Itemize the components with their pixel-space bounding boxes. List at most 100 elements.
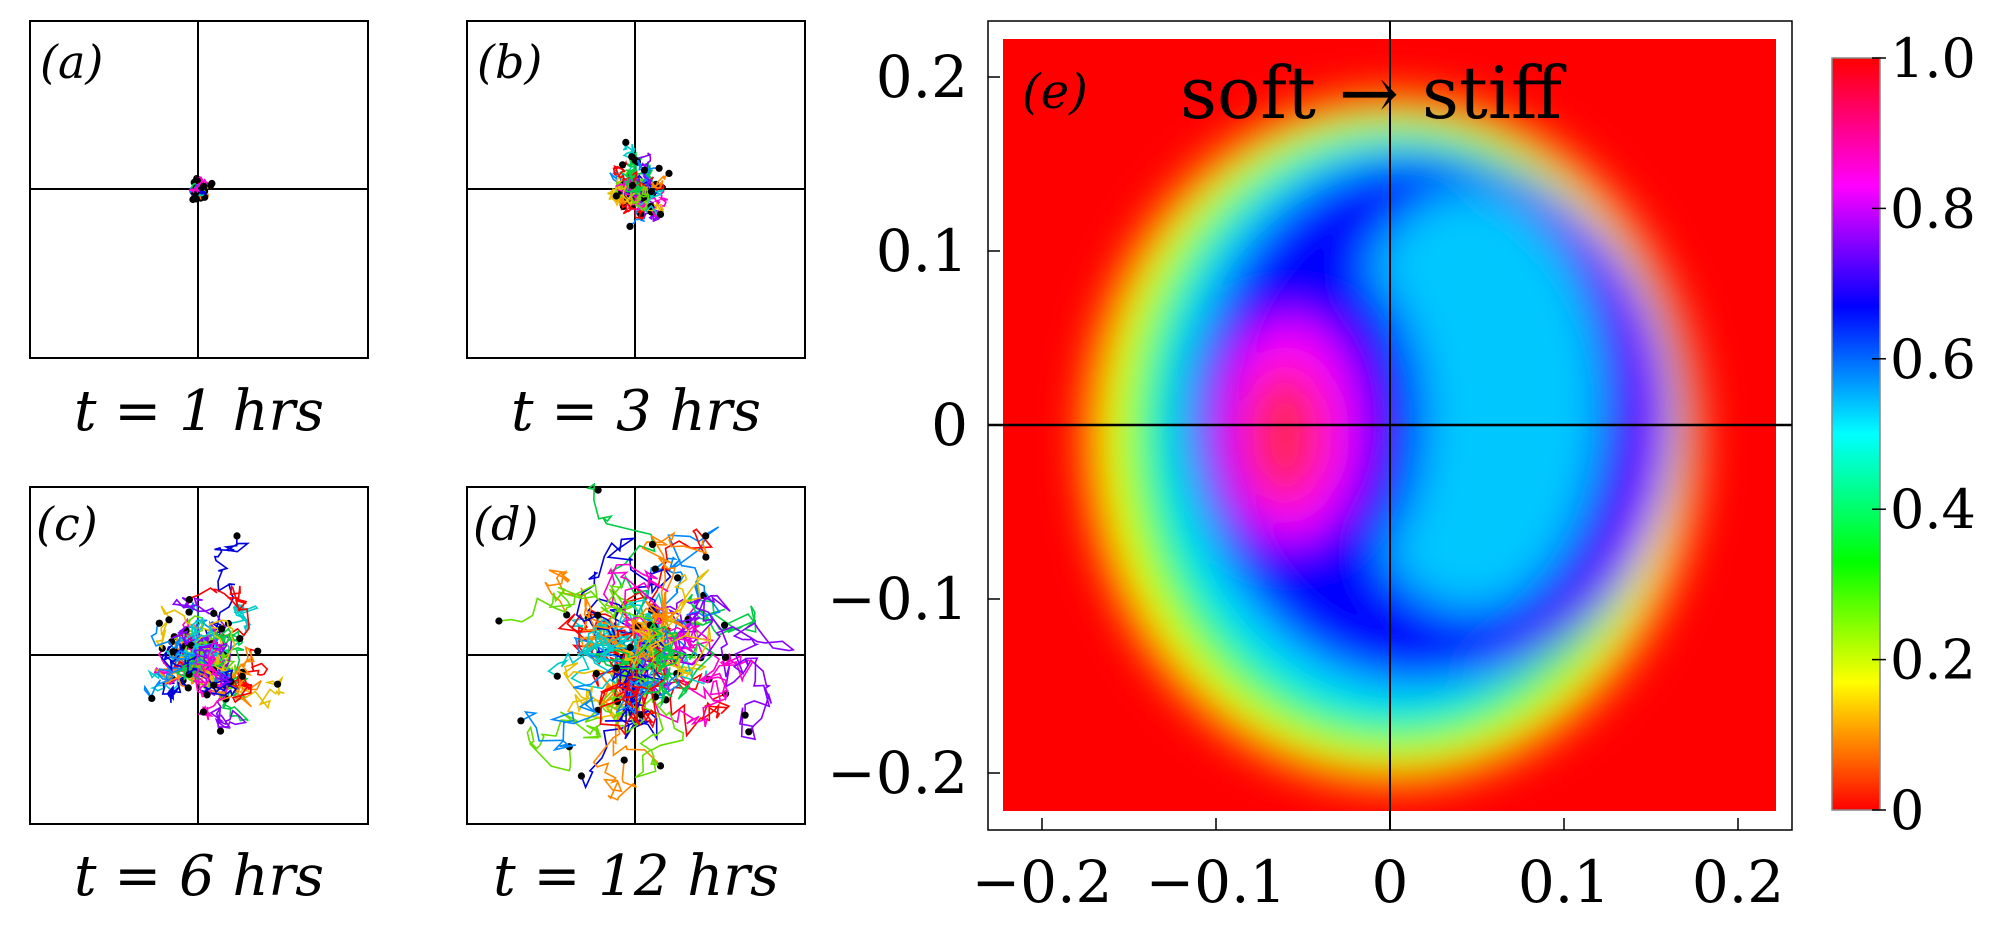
trajectory-endpoint	[165, 616, 173, 624]
trajectory-endpoint	[192, 195, 200, 203]
y-tick-label: −0.1	[827, 565, 968, 633]
heatmap-layers	[1087, 98, 1697, 782]
trajectory-endpoint	[236, 635, 244, 643]
trajectory-endpoint	[741, 711, 749, 719]
trajectory-path	[630, 652, 685, 779]
trajectory-endpoint	[745, 728, 753, 736]
trajectory-endpoint	[612, 664, 621, 672]
trajectory-path	[635, 622, 796, 716]
colorbar-tick-label: 1.0	[1890, 27, 1976, 90]
colorbar-ticks: 0 0.2 0.4 0.6 0.8 1.0	[1872, 27, 1976, 842]
trajectory-endpoint	[254, 647, 262, 655]
trajectory-endpoint	[619, 161, 627, 169]
panel-b-trajectories	[607, 138, 673, 230]
panel-b-label: (b)	[477, 35, 542, 89]
panel-e: −0.2 −0.1 0 0.1 0.2 −0.2 −0.1 0 0.1 0.2 (e) soft …	[827, 20, 1793, 916]
trajectory-path	[171, 596, 233, 677]
trajectory-endpoint	[207, 181, 215, 189]
x-tick-label: 0.2	[1692, 848, 1784, 916]
trajectory-path	[616, 622, 682, 708]
x-tick-label: 0	[1372, 848, 1409, 916]
trajectory-endpoint	[721, 653, 730, 662]
colorbar-tick-label: 0.6	[1890, 328, 1976, 391]
trajectory-endpoint	[577, 772, 586, 780]
trajectory-endpoint	[210, 609, 218, 618]
trajectory-path	[498, 583, 660, 657]
trajectory-endpoint	[647, 188, 656, 196]
trajectory-endpoint	[218, 625, 226, 633]
panel-a-label: (a)	[40, 35, 103, 89]
trajectory-endpoint	[200, 182, 208, 190]
trajectory-path	[599, 626, 666, 737]
trajectory-endpoint	[665, 169, 673, 177]
trajectory-endpoint	[656, 210, 665, 218]
panel-e-label: (e)	[1022, 64, 1088, 120]
trajectory-endpoint	[185, 596, 193, 604]
trajectory-path	[544, 569, 637, 657]
trajectory-endpoint	[594, 486, 602, 494]
trajectory-endpoint	[238, 672, 246, 680]
trajectory-path	[188, 181, 205, 194]
trajectory-endpoint	[185, 608, 193, 616]
panel-d-trajectories	[495, 482, 796, 801]
trajectory-path	[195, 619, 236, 682]
trajectory-endpoint	[655, 164, 663, 172]
heatmap-peak	[1245, 365, 1325, 505]
trajectory-path	[616, 655, 673, 703]
panel-a-caption: t = 1 hrs	[74, 379, 324, 444]
trajectory-endpoint	[216, 727, 225, 735]
trajectory-path	[557, 584, 649, 661]
trajectory-endpoint	[656, 762, 665, 770]
trajectory-path	[607, 185, 641, 207]
trajectory-endpoint	[721, 621, 729, 629]
x-tick-label: −0.1	[1146, 848, 1287, 916]
trajectory-endpoint	[702, 553, 710, 561]
trajectory-path	[520, 636, 647, 752]
colorbar-tick-label: 0.8	[1890, 177, 1976, 240]
trajectory-endpoint	[594, 611, 602, 619]
x-tick-label: −0.2	[972, 848, 1113, 916]
colorbar-tick-label: 0.2	[1890, 629, 1976, 692]
trajectory-endpoint	[640, 166, 649, 174]
trajectory-endpoint	[648, 540, 657, 549]
panel-a-trajectories	[188, 175, 216, 204]
trajectory-path	[631, 535, 677, 662]
trajectory-endpoint	[495, 617, 503, 625]
trajectory-endpoint	[233, 532, 241, 540]
trajectory-endpoint	[628, 181, 637, 189]
trajectory-path	[592, 655, 643, 801]
trajectory-endpoint	[203, 691, 211, 699]
panel-d-caption: t = 12 hrs	[493, 844, 779, 909]
panel-e-ticks: −0.2 −0.1 0 0.1 0.2 −0.2 −0.1 0 0.1 0.2	[827, 43, 1784, 916]
trajectory-endpoint	[553, 672, 561, 680]
colorbar-tick-label: 0.4	[1890, 478, 1976, 541]
panel-e-title: soft → stiff	[1180, 51, 1567, 135]
trajectory-endpoint	[184, 684, 192, 692]
trajectory-path	[193, 638, 222, 699]
trajectory-endpoint	[702, 532, 710, 540]
trajectory-endpoint	[651, 565, 659, 573]
trajectory-endpoint	[592, 670, 601, 678]
trajectory-endpoint	[563, 611, 571, 619]
panel-a: (a) t = 1 hrs	[29, 20, 369, 444]
colorbar-gradient	[1831, 57, 1881, 811]
trajectory-endpoint	[155, 619, 163, 627]
y-tick-label: 0.1	[876, 217, 968, 285]
trajectory-endpoint	[626, 643, 634, 652]
trajectory-endpoint	[517, 717, 525, 725]
trajectory-endpoint	[169, 648, 177, 656]
trajectory-endpoint	[612, 192, 620, 200]
panel-b: (b) t = 3 hrs	[466, 20, 806, 444]
trajectory-endpoint	[199, 708, 207, 716]
colorbar-tick-label: 0	[1890, 779, 1924, 842]
colorbar: 0 0.2 0.4 0.6 0.8 1.0	[1831, 27, 1976, 842]
panel-c-trajectories	[143, 532, 285, 735]
y-tick-label: −0.2	[827, 739, 968, 807]
trajectory-endpoint	[674, 574, 682, 582]
trajectory-endpoint	[622, 138, 630, 146]
panel-c-caption: t = 6 hrs	[74, 844, 324, 909]
trajectory-endpoint	[274, 680, 282, 688]
x-tick-label: 0.1	[1518, 848, 1610, 916]
panel-d: (d) t = 12 hrs	[466, 482, 806, 909]
